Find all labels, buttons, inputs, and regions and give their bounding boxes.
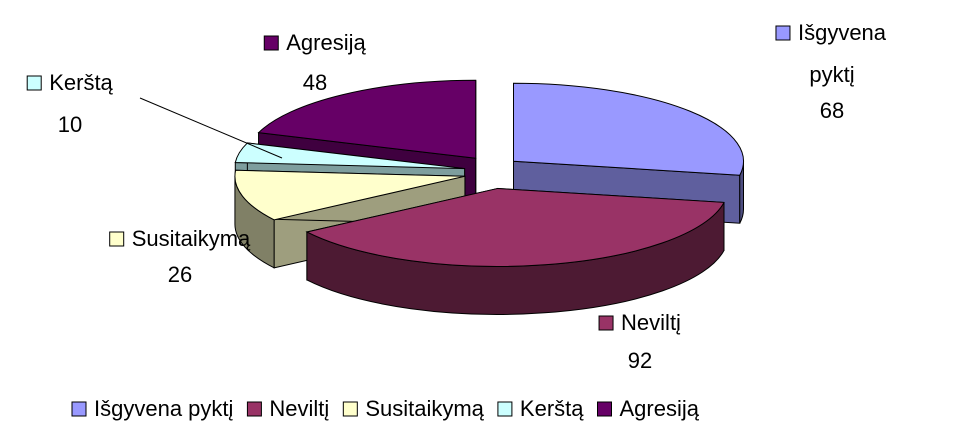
leader-line	[139, 97, 283, 159]
data-label-value: 92	[628, 348, 652, 373]
pie-tops	[234, 79, 744, 267]
legend-key	[71, 401, 87, 417]
data-label-value: 48	[303, 70, 327, 95]
data-label-name: Agresiją	[286, 30, 366, 55]
legend-label: Agresiją	[620, 396, 700, 421]
data-label-value: 68	[820, 98, 844, 123]
slice	[257, 79, 477, 159]
data-labels: Išgyvena pyktį 68 Neviltį 92 Susitaikymą 26 Ker…	[26, 20, 887, 373]
data-label-key	[598, 315, 614, 331]
legend-key	[342, 401, 358, 417]
legend-key	[246, 401, 262, 417]
data-label-key	[26, 75, 42, 91]
data-label-name: Neviltį	[621, 310, 681, 335]
legend-label: Išgyvena pyktį	[94, 396, 234, 421]
slice	[305, 187, 725, 267]
data-label-line: pyktį	[809, 62, 854, 87]
data-label-name: Kerštą	[49, 70, 113, 95]
legend-key	[497, 401, 513, 417]
data-label-key	[263, 35, 279, 51]
data-label-key	[109, 231, 125, 247]
slice	[513, 82, 744, 176]
data-label-line: Išgyvena	[798, 20, 887, 45]
legend-key	[597, 401, 612, 417]
legend-label: Kerštą	[520, 396, 584, 421]
legend: Išgyvena pyktį Neviltį Susitaikymą Kerštą Ag…	[71, 396, 700, 421]
data-label-key	[775, 25, 791, 41]
data-label-name: Išgyvena pyktį	[798, 20, 887, 87]
data-label-value: 26	[168, 262, 192, 287]
data-label-value: 10	[58, 112, 82, 137]
legend-label: Susitaikymą	[365, 396, 484, 421]
legend-label: Neviltį	[269, 396, 329, 421]
slice	[234, 169, 466, 221]
data-label-name: Susitaikymą	[132, 226, 251, 251]
